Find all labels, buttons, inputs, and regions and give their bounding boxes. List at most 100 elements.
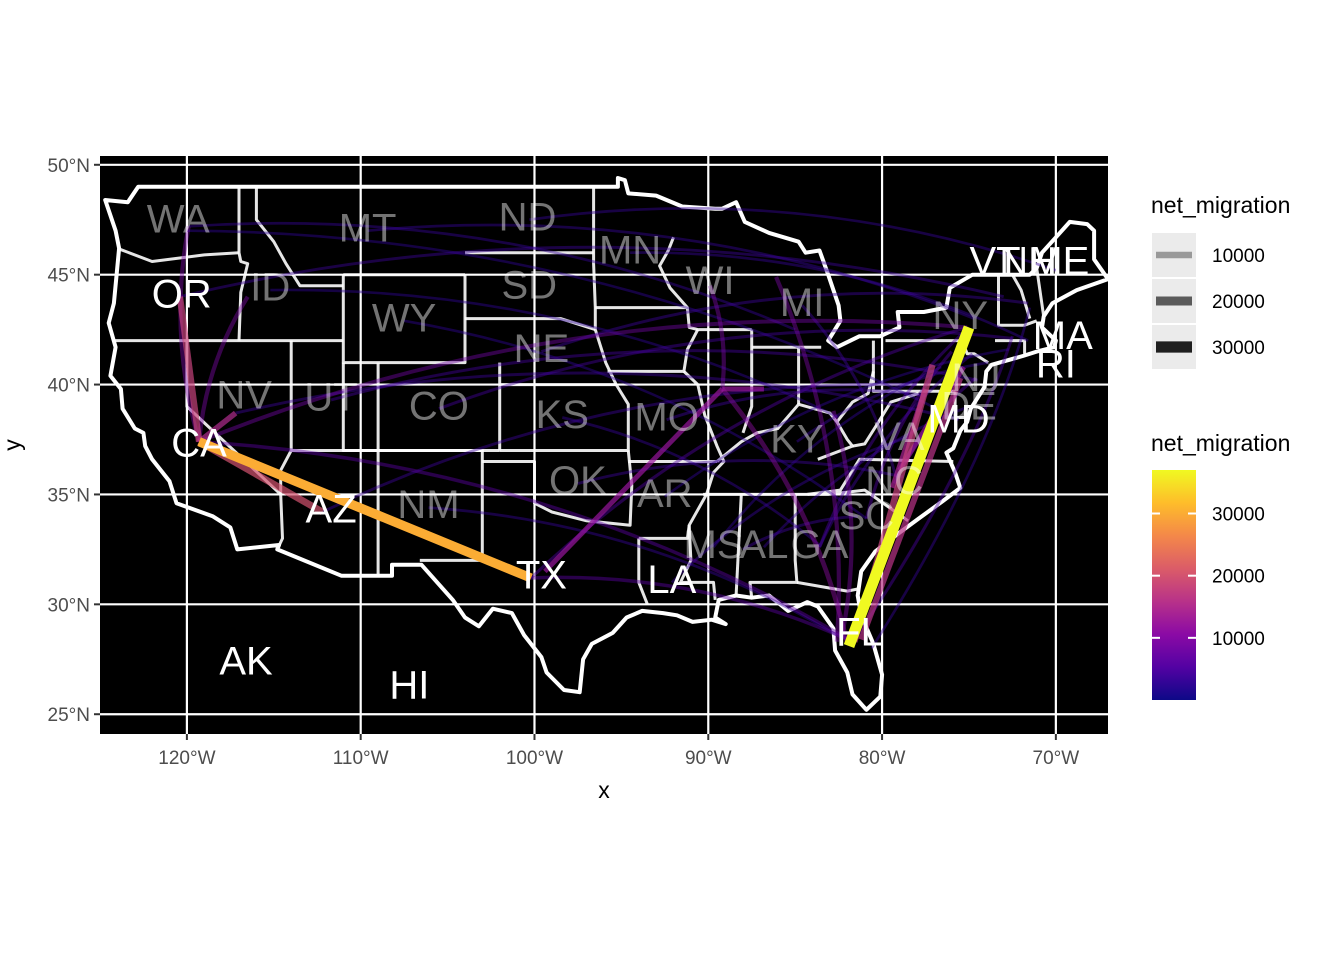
- state-label-ri: RI: [1036, 343, 1076, 387]
- flow-line: [540, 291, 1029, 353]
- color-legend-label: 20000: [1212, 567, 1265, 588]
- flow-line: [831, 410, 854, 636]
- state-label-la: LA: [647, 558, 696, 602]
- x-tick-label: 80°W: [859, 748, 906, 769]
- flow-line: [543, 387, 724, 574]
- state-label-hi: HI: [389, 663, 429, 707]
- y-tick-label: 40°N: [48, 376, 90, 397]
- state-labels: WA OR CA NV ID MT WY UT AZ CO NM ND SD NE KS OK TX MN WI MO…: [147, 195, 1093, 707]
- flow-line: [864, 350, 953, 519]
- state-label-mt: MT: [339, 206, 397, 250]
- state-label-ms: MS: [684, 523, 744, 567]
- flow-line: [774, 276, 842, 642]
- flow-line: [708, 284, 726, 390]
- x-tick-label: 110°W: [333, 748, 389, 769]
- flow-line: [403, 319, 868, 520]
- state-border: [592, 186, 618, 386]
- state-label-sd: SD: [502, 263, 558, 307]
- flow-line: [330, 349, 979, 402]
- state-label-ga: GA: [791, 523, 849, 567]
- state-label-ok: OK: [549, 459, 607, 503]
- flow-line: [438, 328, 1013, 411]
- flow-line: [818, 326, 971, 548]
- state-border: [275, 340, 293, 551]
- flow-line: [188, 221, 796, 331]
- state-label-nm: NM: [397, 483, 459, 527]
- state-label-ca: CA: [171, 422, 227, 466]
- color-legend: net_migration 10000 20000 30000: [1151, 430, 1290, 700]
- flow-line: [870, 307, 1032, 650]
- y-axis-title: y: [0, 439, 25, 451]
- flow-line: [235, 371, 959, 422]
- flow-line: [176, 296, 203, 443]
- flow-line: [712, 365, 942, 549]
- state-border: [499, 383, 630, 452]
- state-label-nc: NC: [865, 459, 923, 503]
- axes: 120°W 110°W 100°W 90°W 80°W 70°W 25°N 30°N 35°N 4…: [48, 156, 1080, 769]
- state-label-or: OR: [152, 272, 212, 316]
- state-border: [607, 328, 700, 373]
- flow-line: [858, 376, 964, 641]
- state-label-va: VA: [874, 415, 925, 459]
- flow-line: [197, 295, 250, 442]
- color-legend-title: net_migration: [1151, 430, 1290, 456]
- state-border: [254, 186, 344, 288]
- state-label-nv: NV: [216, 373, 272, 417]
- size-legend-title: net_migration: [1151, 192, 1290, 218]
- state-label-me: ME: [1029, 239, 1089, 283]
- size-legend: net_migration 10000 20000 30000: [1151, 192, 1290, 369]
- state-border: [237, 186, 250, 341]
- flow-line: [197, 437, 533, 583]
- state-label-fl: FL: [836, 611, 883, 655]
- state-label-nd: ND: [499, 195, 557, 239]
- state-label-id: ID: [250, 266, 290, 310]
- color-legend-bar: [1152, 470, 1196, 700]
- state-label-tx: TX: [516, 554, 567, 598]
- state-label-sc: SC: [839, 494, 895, 538]
- x-tick-label: 120°W: [158, 748, 215, 769]
- flow-line: [630, 251, 1029, 342]
- state-border: [1035, 267, 1046, 317]
- state-label-mi: MI: [780, 281, 824, 325]
- state-label-az: AZ: [306, 488, 357, 532]
- state-label-wi: WI: [686, 259, 735, 303]
- state-label-ne: NE: [514, 327, 570, 371]
- flow-line: [270, 288, 840, 419]
- flow-line: [179, 245, 1005, 299]
- state-border: [1011, 273, 1032, 320]
- state-label-ny: NY: [933, 294, 989, 338]
- flow-line: [198, 318, 968, 444]
- size-legend-label: 30000: [1212, 338, 1265, 359]
- state-label-al: AL: [739, 523, 788, 567]
- flow-line: [577, 459, 904, 485]
- flow-line: [530, 575, 854, 644]
- state-border: [482, 450, 634, 527]
- state-border: [835, 371, 875, 423]
- state-label-ks: KS: [536, 393, 589, 437]
- state-border: [885, 339, 989, 364]
- flow-line: [321, 382, 917, 514]
- x-tick-label: 100°W: [506, 748, 563, 769]
- state-border: [741, 329, 754, 434]
- y-tick-label: 45°N: [48, 266, 90, 287]
- color-legend-label: 30000: [1212, 505, 1265, 526]
- y-tick-label: 50°N: [48, 156, 90, 177]
- state-label-ut: UT: [304, 375, 357, 419]
- state-label-ak: AK: [219, 639, 273, 683]
- flow-line: [801, 304, 898, 478]
- state-border: [716, 402, 854, 463]
- flow-line: [198, 439, 854, 644]
- state-border: [734, 494, 743, 596]
- size-legend-label: 10000: [1212, 246, 1265, 267]
- state-label-nh: NH: [999, 239, 1057, 283]
- flow-line: [854, 335, 1014, 639]
- flow-line: [186, 229, 960, 421]
- x-tick-label: 70°W: [1033, 748, 1080, 769]
- state-label-ma: MA: [1033, 314, 1093, 358]
- flow-line: [428, 506, 838, 637]
- state-label-mo: MO: [634, 395, 698, 439]
- flow-line: [720, 387, 850, 645]
- flow-line: [178, 225, 202, 443]
- state-border: [465, 317, 596, 332]
